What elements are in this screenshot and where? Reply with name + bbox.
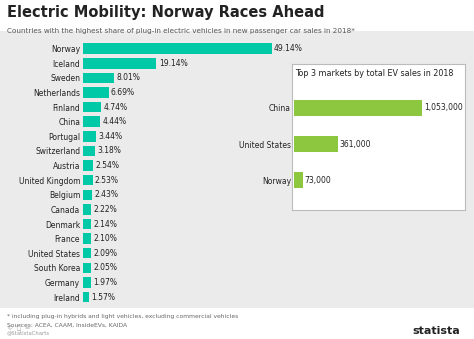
Bar [294,100,422,116]
Text: 8.01%: 8.01% [116,74,140,82]
Bar [83,204,91,215]
Bar [83,117,100,127]
Bar [83,43,272,54]
Text: 2.53%: 2.53% [95,176,119,185]
Text: 1,053,000: 1,053,000 [424,103,463,113]
Text: ©  Ⓕ  =: © Ⓕ = [7,325,30,331]
Text: 2.09%: 2.09% [93,249,117,258]
Text: 1.97%: 1.97% [93,278,117,287]
Text: 3.18%: 3.18% [98,146,121,156]
Text: 3.44%: 3.44% [99,132,123,141]
Text: 73,000: 73,000 [305,176,331,185]
Text: 2.14%: 2.14% [93,220,118,228]
Text: 2.54%: 2.54% [95,161,119,170]
Text: 4.44%: 4.44% [102,117,127,126]
Text: Top 3 markets by total EV sales in 2018: Top 3 markets by total EV sales in 2018 [295,69,454,79]
Text: 2.43%: 2.43% [95,190,118,199]
Bar [83,219,91,229]
Text: 2.22%: 2.22% [94,205,118,214]
Text: Sources: ACEA, CAAM, InsideEVs, KAIDA: Sources: ACEA, CAAM, InsideEVs, KAIDA [7,323,127,328]
Text: 6.69%: 6.69% [111,88,135,97]
Text: statista: statista [412,326,460,336]
Text: 19.14%: 19.14% [159,59,188,68]
Bar [83,248,91,259]
Text: 4.74%: 4.74% [103,103,128,112]
Text: 361,000: 361,000 [340,140,371,148]
Bar [83,292,89,302]
Bar [83,263,91,273]
Bar [83,58,156,68]
Bar [83,175,93,185]
Bar [83,277,91,288]
Bar [83,160,93,171]
Text: @StatistaCharts: @StatistaCharts [7,331,50,336]
Bar [83,102,101,113]
Bar [83,190,92,200]
Bar [83,87,109,98]
Bar [83,146,95,156]
Text: Countries with the highest share of plug-in electric vehicles in new passenger c: Countries with the highest share of plug… [7,28,355,34]
Bar [294,172,303,188]
Text: 49.14%: 49.14% [274,44,303,53]
Text: Electric Mobility: Norway Races Ahead: Electric Mobility: Norway Races Ahead [7,5,325,20]
Text: 2.05%: 2.05% [93,263,117,272]
Bar [83,131,96,142]
Text: 2.10%: 2.10% [93,234,117,243]
Text: 1.57%: 1.57% [91,293,115,302]
Bar [83,233,91,244]
Bar [294,136,338,152]
Bar [83,73,114,83]
Text: * including plug-in hybrids and light vehicles, excluding commercial vehicles: * including plug-in hybrids and light ve… [7,314,238,319]
